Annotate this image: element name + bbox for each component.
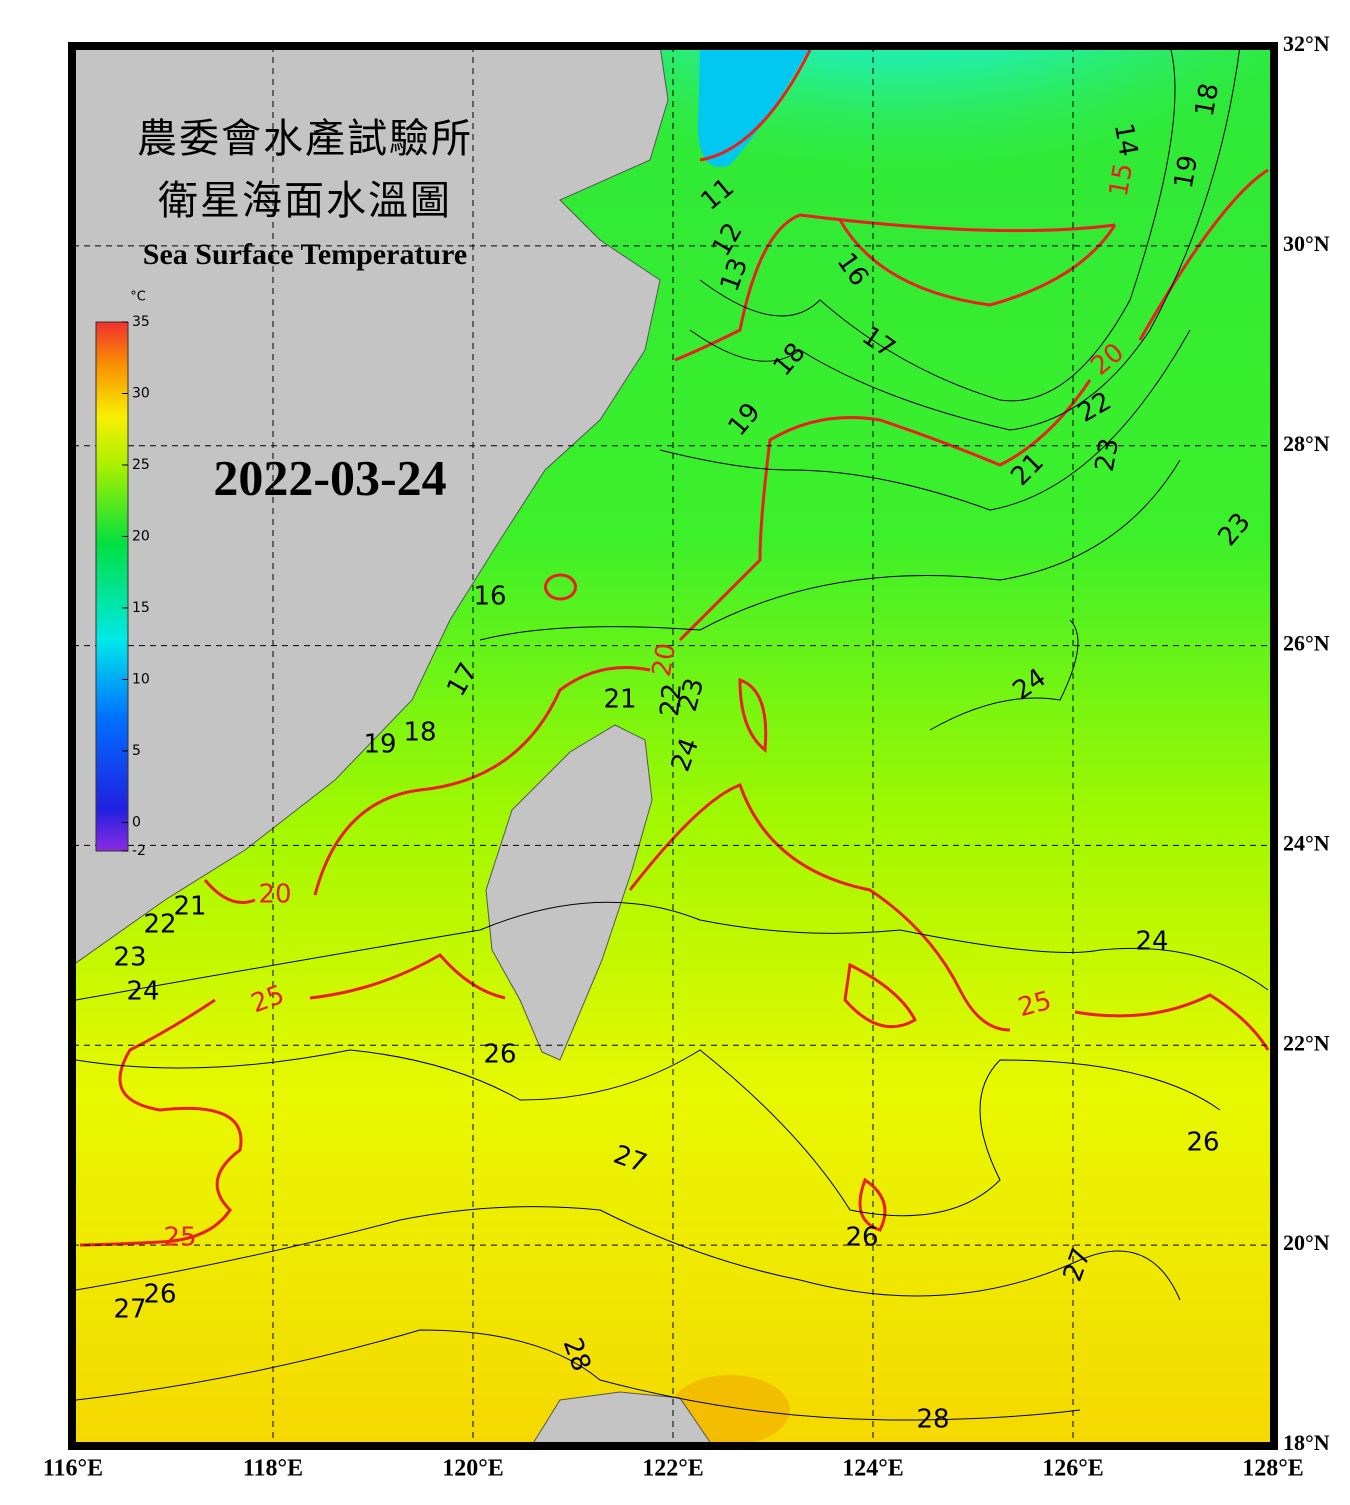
- axes: 116°E 118°E 120°E 122°E 124°E 126°E 128°E 32°N 3…: [43, 31, 1330, 1481]
- major-contour-label: 20: [258, 880, 291, 910]
- date: 2022-03-24: [213, 449, 446, 505]
- colorbar: 35 30 25 20 15 10 5 0 -2: [95, 314, 150, 859]
- minor-contour-label: 22: [143, 910, 176, 940]
- colorbar-tick-label: 15: [132, 600, 150, 616]
- cold-core: [698, 46, 810, 167]
- minor-contour-label: 19: [363, 730, 396, 760]
- title-zh: 農委會水產試驗所: [137, 116, 473, 161]
- minor-contour-label: 22: [655, 682, 688, 718]
- lat-label: 32°N: [1283, 31, 1330, 56]
- colorbar-unit: °C: [130, 290, 146, 305]
- minor-contour-label: 23: [113, 943, 146, 973]
- lon-label: 124°E: [842, 1456, 904, 1482]
- minor-contour-label: 26: [1186, 1128, 1219, 1158]
- lat-label: 30°N: [1283, 231, 1330, 256]
- minor-contour-label: 18: [1190, 81, 1225, 119]
- lon-label: 120°E: [442, 1456, 504, 1482]
- land-taiwan: [485, 724, 653, 1061]
- minor-contour-label: 26: [483, 1040, 516, 1070]
- title-en: Sea Surface Temperature: [143, 238, 467, 271]
- lon-label: 122°E: [642, 1456, 704, 1482]
- colorbar-tick-label: 5: [132, 743, 141, 759]
- lon-label: 116°E: [43, 1456, 103, 1482]
- major-contour-label: 20: [647, 641, 682, 679]
- land-china: [73, 46, 669, 966]
- colorbar-tick-label: 20: [132, 528, 150, 544]
- minor-contour-label: 26: [845, 1223, 878, 1253]
- minor-contour-label: 28: [916, 1405, 949, 1435]
- minor-contour-label: 24: [126, 977, 159, 1007]
- minor-contour-label: 16: [473, 582, 506, 612]
- minor-contour-label: 14: [1108, 121, 1143, 159]
- minor-contour-label: 18: [403, 718, 436, 748]
- colorbar-tick-label: 25: [132, 457, 150, 473]
- minor-contours: [75, 46, 1269, 1421]
- lat-label: 18°N: [1283, 1430, 1330, 1455]
- minor-contour-label: 27: [113, 1295, 146, 1325]
- minor-contour-label: 21: [603, 685, 636, 715]
- colorbar-tick-label: 10: [132, 671, 150, 687]
- lat-label: 22°N: [1283, 1030, 1330, 1055]
- minor-contour-label: 26: [143, 1280, 176, 1310]
- lat-label: 28°N: [1283, 431, 1330, 456]
- subtitle-zh: 衛星海面水溫圖: [158, 178, 452, 223]
- colorbar-tick-label: 0: [132, 814, 141, 830]
- major-contour-label: 25: [163, 1223, 196, 1253]
- minor-contour-label: 19: [1169, 153, 1204, 191]
- colorbar-gradient: [95, 321, 129, 852]
- major-contour-label: 15: [1104, 161, 1139, 199]
- major-contours: [79, 49, 1270, 1247]
- land-luzon: [531, 1391, 713, 1445]
- lon-label: 126°E: [1042, 1456, 1104, 1482]
- colorbar-tick-label: 30: [132, 385, 150, 401]
- lon-label: 128°E: [1242, 1456, 1304, 1482]
- grid: [73, 46, 1273, 1445]
- minor-contour-label: 24: [1135, 927, 1168, 957]
- map-frame: [68, 42, 1278, 1450]
- lon-label: 118°E: [243, 1456, 303, 1482]
- minor-contour-label: 21: [173, 892, 206, 922]
- lat-label: 24°N: [1283, 830, 1330, 855]
- colorbar-tick-label: -2: [132, 843, 146, 859]
- cold-water: [480, 46, 1273, 320]
- minor-contour-label: 23: [1090, 436, 1125, 474]
- lat-label: 20°N: [1283, 1230, 1330, 1255]
- colorbar-tick-label: 35: [132, 314, 150, 330]
- lat-label: 26°N: [1283, 631, 1330, 656]
